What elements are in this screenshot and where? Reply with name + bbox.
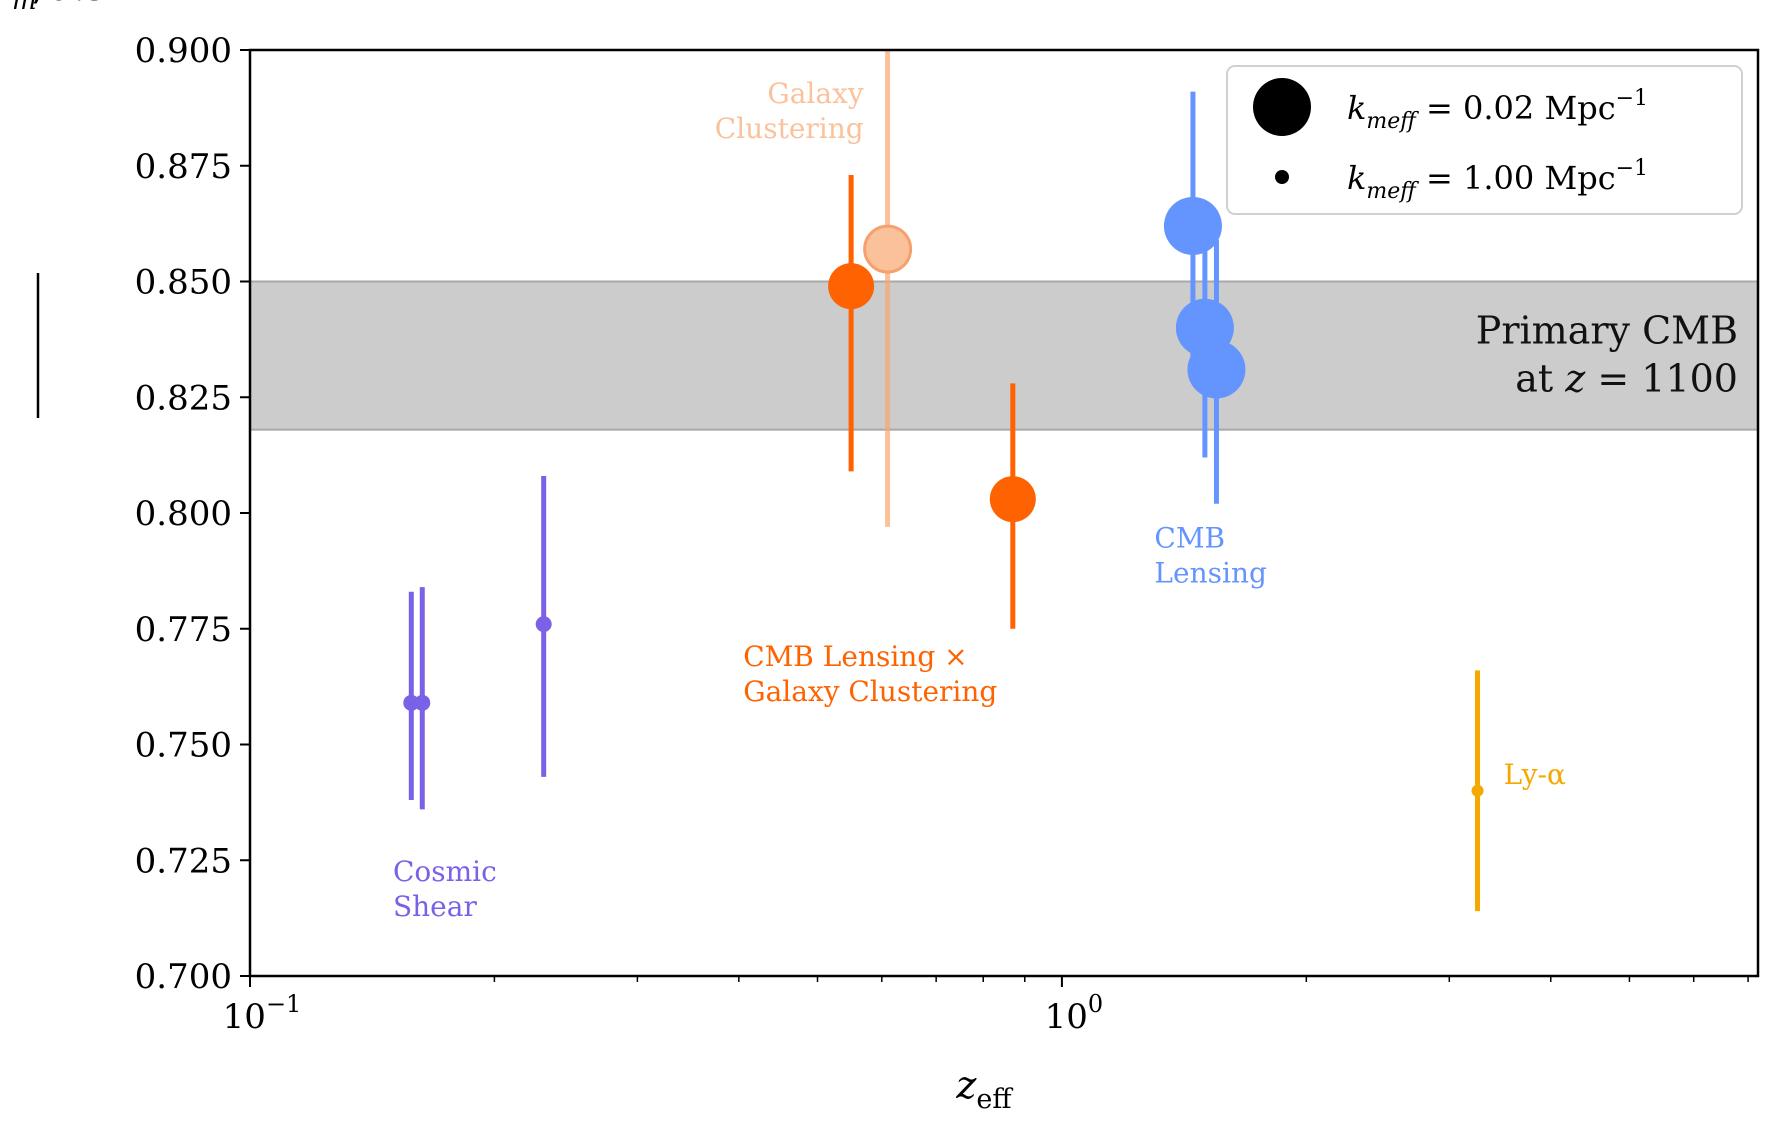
- point-ly_alpha-0: [1471, 784, 1484, 797]
- series-ly_alpha: [1471, 670, 1484, 912]
- point-cmb_lensing_x_galaxy-1: [989, 476, 1036, 523]
- series-galaxy_clustering: [863, 50, 913, 527]
- primary-cmb-band: [249, 280, 1759, 431]
- series-cmb_lensing_x_galaxy: [828, 175, 1036, 629]
- series-cmb_lensing: [1163, 91, 1246, 504]
- label-galaxy_clustering-line-1: Clustering: [715, 112, 864, 145]
- label-cmb_lensing_x_galaxy: CMB Lensing × Galaxy Clustering: [743, 640, 997, 708]
- x-tick-label-1: 100: [1045, 990, 1104, 1037]
- y-tick-label-5: 0.825: [135, 378, 232, 418]
- legend-value-0: = 0.02: [1416, 89, 1545, 127]
- point-cmb_lensing-0: [1163, 196, 1222, 255]
- legend-unit-0: Mpc: [1544, 89, 1615, 127]
- y-title-omega-sub: m: [12, 0, 37, 16]
- x-tick-base-0: 10: [223, 997, 266, 1037]
- y-tick-label-2: 0.750: [135, 726, 232, 766]
- label-cosmic_shear: Cosmic Shear: [393, 855, 497, 923]
- point-cosmic_shear-2: [535, 616, 552, 633]
- label-cmb_lensing-line-0: CMB: [1154, 522, 1225, 555]
- legend-label-0: kmeff = 0.02 Mpc−1: [1347, 86, 1648, 134]
- label-galaxy_clustering: Galaxy Clustering: [715, 77, 864, 145]
- legend-marker-1: [1275, 170, 1289, 184]
- band-label-line2: at z = 1100: [1515, 357, 1738, 401]
- label-cmb_lensing: CMB Lensing: [1154, 522, 1267, 590]
- point-cmb_lensing-2: [1187, 340, 1246, 399]
- x-tick-exp-1: 0: [1088, 990, 1103, 1018]
- legend-var-1: k: [1347, 159, 1366, 197]
- x-tick-label-0: 10−1: [223, 990, 302, 1037]
- band-label-suffix: = 1100: [1585, 357, 1738, 401]
- band-label-var: z: [1564, 357, 1586, 401]
- legend-sub-0: meff: [1366, 109, 1419, 134]
- legend-box: [1226, 65, 1743, 215]
- label-ly_alpha-line-0: Ly-α: [1504, 758, 1566, 791]
- legend-var-0: k: [1347, 89, 1366, 127]
- y-tick-label-6: 0.850: [135, 263, 232, 303]
- y-tick-label-8: 0.900: [135, 31, 232, 71]
- label-cmb_lensing_x_galaxy-line-0: CMB Lensing ×: [743, 640, 967, 673]
- point-galaxy_clustering-0: [863, 224, 913, 274]
- x-axis-title-var: z: [955, 1063, 977, 1107]
- label-galaxy_clustering-line-0: Galaxy: [767, 77, 864, 110]
- legend-sub-1: meff: [1366, 179, 1419, 204]
- y-tick-label-0: 0.700: [135, 957, 232, 997]
- y-tick-label-4: 0.800: [135, 494, 232, 534]
- label-cmb_lensing-line-1: Lensing: [1154, 557, 1267, 590]
- legend-unit-exp-1: −1: [1616, 156, 1648, 181]
- y-tick-label-3: 0.775: [135, 610, 232, 650]
- x-tick-base-1: 10: [1045, 997, 1088, 1037]
- band-label-prefix: at: [1515, 357, 1565, 401]
- label-cosmic_shear-line-0: Cosmic: [393, 855, 497, 888]
- legend-marker-0: [1253, 78, 1311, 136]
- series-cosmic_shear: [403, 475, 552, 810]
- point-cosmic_shear-1: [414, 694, 431, 711]
- y-title-omega: Ω: [0, 0, 12, 9]
- x-axis-title: zeff: [955, 1063, 1013, 1115]
- legend-value-1: = 1.00: [1416, 159, 1545, 197]
- point-cmb_lensing_x_galaxy-0: [828, 263, 875, 310]
- legend-unit-1: Mpc: [1544, 159, 1615, 197]
- label-cmb_lensing_x_galaxy-line-1: Galaxy Clustering: [743, 675, 997, 708]
- y-title-denom: /0.3: [33, 0, 110, 9]
- x-axis-title-sub: eff: [976, 1084, 1013, 1115]
- legend-unit-exp-0: −1: [1616, 86, 1648, 111]
- y-tick-label-1: 0.725: [135, 841, 232, 881]
- y-tick-label-7: 0.875: [135, 147, 232, 187]
- point-cosmic_shear-0: [403, 694, 420, 711]
- band-label-line1: Primary CMB: [1476, 309, 1738, 353]
- label-cosmic_shear-line-1: Shear: [393, 890, 477, 923]
- label-ly_alpha: Ly-α: [1504, 758, 1566, 791]
- y-axis-title-text: S8 = σ8√Ωm/0.3: [0, 0, 110, 16]
- x-tick-exp-0: −1: [266, 990, 301, 1018]
- legend-label-1: kmeff = 1.00 Mpc−1: [1347, 156, 1648, 204]
- data-layer: [403, 50, 1484, 912]
